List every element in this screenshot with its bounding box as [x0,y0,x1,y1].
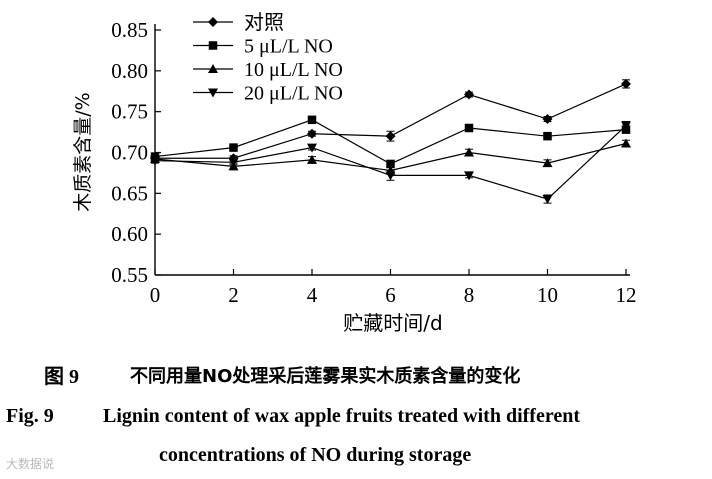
series-2-point-4 [464,147,474,157]
series-3 [150,120,631,205]
series-0-point-2 [307,128,317,139]
series-2-point-6 [621,138,631,148]
y-tick-label-1: 0.60 [111,222,148,246]
series-3-point-0 [150,156,160,166]
series-1-line [154,119,627,165]
series-3-point-6 [621,121,631,131]
x-tick-label-0: 0 [150,283,161,307]
figure-label-zh: 图 9 [44,366,79,388]
series-0-point-3 [385,131,396,142]
series-3-point-2 [307,143,317,153]
series-0-point-5 [542,114,553,125]
x-tick-label-5: 10 [537,283,558,307]
y-tick-label-0: 0.55 [111,263,148,287]
series-3-point-1 [228,158,239,168]
series-0 [150,78,631,164]
series-1-point-5 [543,131,552,141]
series-1-point-1 [229,143,238,152]
lignin-line-chart: 0.55 0.60 0.65 0.70 0.75 0.80 0.85 0 2 4 6 8 10 12 贮藏时… [72,11,637,335]
series-1-point-2 [307,115,317,125]
legend-label-3: 20 μL/L NO [244,83,343,105]
x-tick-label-2: 4 [307,283,318,307]
y-axis-title: 木质素含量/% [72,92,94,211]
y-tick-label-3: 0.70 [111,141,148,165]
watermark-text: 大数据说 [6,457,55,471]
series-0-point-6 [621,78,631,89]
legend-label-0: 对照 [244,11,284,34]
axes: 0.55 0.60 0.65 0.70 0.75 0.80 0.85 0 2 4 6 8 10 12 贮藏时… [72,18,637,335]
series-3-point-3 [385,171,396,181]
figure-caption-en-line1: Lignin content of wax apple fruits treat… [103,405,581,427]
series-0-point-4 [464,89,474,100]
legend-marker-1 [208,41,218,50]
series-2 [150,138,631,175]
figure-caption-en-line2: concentrations of NO during storage [159,444,472,466]
legend-marker-3 [208,88,218,98]
legend-marker-0 [208,17,218,27]
series-3-point-5 [542,195,553,205]
series-2-point-5 [542,158,553,168]
series-0-line [155,83,627,159]
x-tick-label-3: 6 [385,283,396,307]
legend-label-1: 5 μL/L NO [244,36,333,58]
y-tick-label-5: 0.80 [111,59,148,83]
legend-label-2: 10 μL/L NO [244,59,343,81]
x-tick-label-1: 2 [228,283,239,307]
y-tick-label-6: 0.85 [111,18,148,42]
series-layer [150,78,631,205]
figure-label-en: Fig. 9 [6,405,54,427]
y-tick-label-2: 0.65 [111,181,148,205]
legend-marker-2 [208,64,218,73]
x-tick-label-6: 12 [616,283,637,307]
series-1-point-4 [464,123,474,133]
x-axis-title: 贮藏时间/d [343,311,442,335]
y-tick-label-4: 0.75 [111,100,148,124]
series-3-point-4 [464,171,474,181]
series-1-point-3 [386,159,395,169]
x-tick-label-4: 8 [464,283,475,307]
series-2-point-2 [307,154,317,164]
figure-caption-zh: 不同用量NO处理采后莲雾果实木质素含量的变化 [130,366,521,387]
